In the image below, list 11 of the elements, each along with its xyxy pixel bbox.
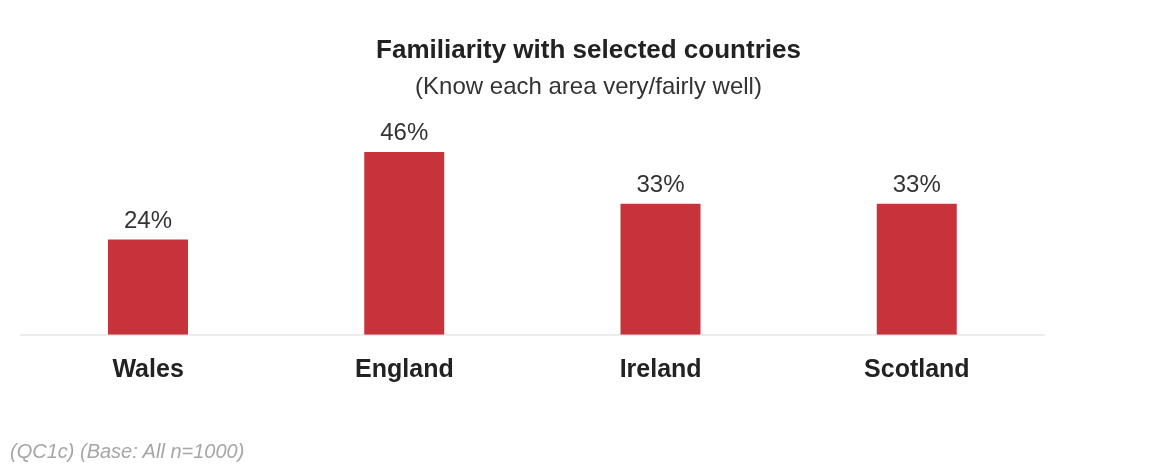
data-label: 46% <box>380 118 429 145</box>
chart-subtitle: (Know each area very/fairly well) <box>414 72 763 100</box>
x-tick-label: England <box>355 354 454 382</box>
text: (QC1c) (Base: All n=1000) <box>10 440 245 463</box>
data-label: 33% <box>636 169 685 197</box>
data-label: 24% <box>123 205 173 233</box>
x-tick-label: Ireland <box>619 354 702 382</box>
data-label: 33% <box>892 169 941 197</box>
x-tick-label: Scotland <box>864 354 970 382</box>
x-tick-label: Wales <box>112 354 184 382</box>
chart-title: Familiarity with selected countries <box>375 34 802 65</box>
